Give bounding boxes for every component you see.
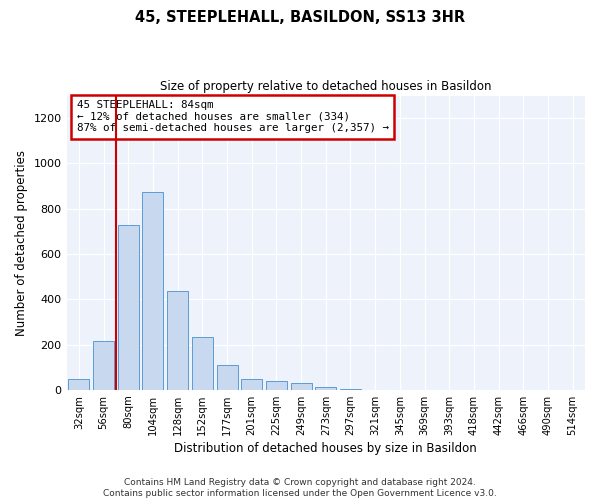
Bar [217, 366, 238, 390]
Bar [68, 378, 89, 390]
Y-axis label: Number of detached properties: Number of detached properties [15, 150, 28, 336]
Bar [192, 337, 213, 390]
Bar [167, 290, 188, 390]
Text: Contains HM Land Registry data © Crown copyright and database right 2024.
Contai: Contains HM Land Registry data © Crown c… [103, 478, 497, 498]
Bar [290, 384, 311, 390]
Text: 45, STEEPLEHALL, BASILDON, SS13 3HR: 45, STEEPLEHALL, BASILDON, SS13 3HR [135, 10, 465, 25]
Bar [266, 381, 287, 390]
Bar [241, 379, 262, 390]
Bar [340, 388, 361, 390]
Title: Size of property relative to detached houses in Basildon: Size of property relative to detached ho… [160, 80, 491, 93]
Bar [142, 192, 163, 390]
Bar [315, 387, 336, 390]
Text: 45 STEEPLEHALL: 84sqm
← 12% of detached houses are smaller (334)
87% of semi-det: 45 STEEPLEHALL: 84sqm ← 12% of detached … [77, 100, 389, 133]
X-axis label: Distribution of detached houses by size in Basildon: Distribution of detached houses by size … [175, 442, 477, 455]
Bar [118, 225, 139, 390]
Bar [93, 341, 114, 390]
